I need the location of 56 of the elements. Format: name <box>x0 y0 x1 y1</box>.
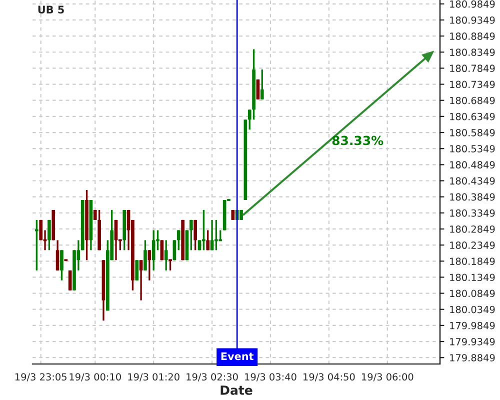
y-tick-label: 180.4849 <box>450 161 495 168</box>
candlestick <box>164 239 168 272</box>
y-tick-label: 180.3849 <box>450 193 495 201</box>
candlestick <box>194 219 198 252</box>
y-tick-label: 179.9349 <box>450 338 495 346</box>
candlestick <box>148 249 152 282</box>
candlestick <box>206 229 210 252</box>
candlestick <box>68 270 72 292</box>
x-tick-label: 19/3 23:05 <box>15 373 66 382</box>
y-tick-label: 180.0849 <box>450 290 495 298</box>
candlestick <box>189 219 193 252</box>
y-tick-label: 180.7849 <box>450 64 495 72</box>
y-tick-label: 180.8849 <box>450 32 495 40</box>
y-tick-label: 180.0349 <box>450 306 495 314</box>
candlestick <box>135 259 139 282</box>
x-tick-label: 19/3 02:30 <box>186 373 238 382</box>
y-tick-label: 180.5849 <box>450 128 495 136</box>
candlestick <box>160 239 164 261</box>
candlestick <box>260 68 264 100</box>
y-tick-label: 180.2849 <box>450 225 495 233</box>
chart-title: UB 5 <box>38 6 64 14</box>
candlestick <box>152 229 156 272</box>
x-tick-label: 19/3 00:10 <box>70 373 121 382</box>
candlestick <box>139 259 143 302</box>
x-tick-label: 19/3 06:00 <box>362 373 414 382</box>
ref-line-label: Event <box>221 352 254 360</box>
y-tick-label: 180.1349 <box>450 274 495 282</box>
candlestick <box>214 219 219 252</box>
x-tick-label: 19/3 01:20 <box>128 373 180 382</box>
y-tick-label: 180.7349 <box>450 80 495 88</box>
candlestick <box>210 219 214 252</box>
y-tick-label: 179.8849 <box>450 354 495 362</box>
y-tick-label: 180.9849 <box>450 0 495 8</box>
y-tick-label: 180.9349 <box>450 16 495 24</box>
candlestick <box>176 229 180 252</box>
candlestick <box>144 239 147 272</box>
candlestick <box>56 239 60 272</box>
y-tick-label: 180.8349 <box>450 48 495 56</box>
y-tick-label: 180.2349 <box>450 242 495 249</box>
candlestick <box>172 239 176 261</box>
x-axis-title: Date <box>220 386 252 395</box>
x-tick-label: 19/3 04:50 <box>304 373 355 382</box>
y-tick-label: 180.6849 <box>450 96 495 104</box>
candlestick <box>48 219 51 252</box>
y-tick-label: 180.3349 <box>450 209 495 217</box>
y-tick-label: 180.6349 <box>450 112 495 120</box>
candlestick <box>168 259 173 272</box>
y-tick-label: 180.4349 <box>450 177 495 185</box>
candlestick <box>256 78 260 100</box>
y-tick-label: 180.5349 <box>450 145 495 152</box>
candlestick <box>60 249 64 282</box>
y-tick-label: 179.9849 <box>450 322 495 330</box>
candlestick <box>201 209 206 252</box>
x-tick-label: 19/3 03:40 <box>245 373 296 382</box>
y-tick-label: 180.1849 <box>450 258 495 265</box>
annotation: 83.33% <box>332 136 384 146</box>
